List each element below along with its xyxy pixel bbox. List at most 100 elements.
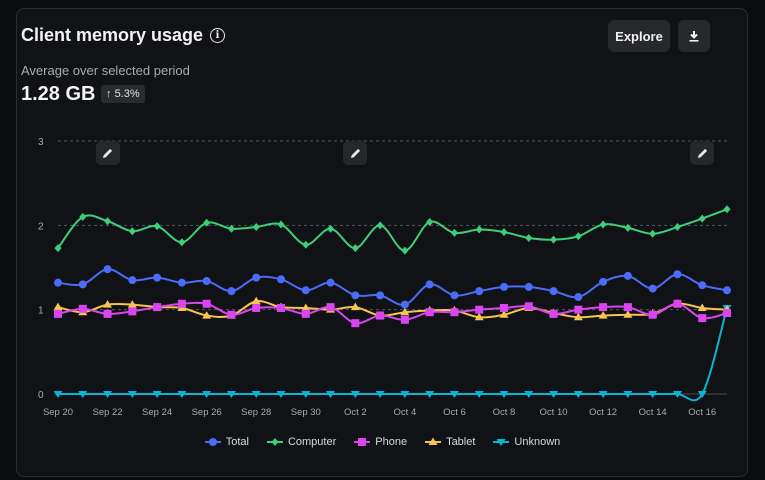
data-point-unknown[interactable]	[549, 391, 559, 398]
data-point-tablet[interactable]	[251, 296, 261, 305]
data-point-computer[interactable]	[450, 228, 458, 237]
data-point-computer[interactable]	[277, 220, 285, 229]
data-point-unknown[interactable]	[202, 391, 212, 398]
data-point-phone[interactable]	[103, 309, 112, 318]
data-point-phone[interactable]	[177, 299, 186, 308]
data-point-computer[interactable]	[624, 223, 632, 232]
data-point-phone[interactable]	[450, 308, 459, 317]
data-point-unknown[interactable]	[499, 391, 509, 398]
data-point-total[interactable]	[450, 291, 459, 300]
data-point-phone[interactable]	[54, 309, 62, 318]
data-point-phone[interactable]	[425, 308, 434, 317]
data-point-phone[interactable]	[673, 299, 682, 308]
data-point-tablet[interactable]	[499, 310, 509, 318]
annotation-pencil-icon[interactable]	[95, 141, 120, 165]
data-point-total[interactable]	[723, 286, 731, 295]
data-point-computer[interactable]	[475, 225, 483, 234]
data-point-tablet[interactable]	[623, 310, 633, 318]
data-point-total[interactable]	[599, 277, 608, 286]
data-point-computer[interactable]	[723, 205, 731, 214]
data-point-computer[interactable]	[599, 220, 607, 229]
data-point-tablet[interactable]	[53, 302, 63, 311]
data-point-unknown[interactable]	[326, 391, 336, 398]
data-point-total[interactable]	[351, 291, 360, 300]
data-point-total[interactable]	[277, 275, 285, 284]
data-point-unknown[interactable]	[449, 391, 459, 398]
data-point-total[interactable]	[301, 286, 310, 295]
data-point-phone[interactable]	[623, 303, 632, 312]
data-point-unknown[interactable]	[251, 391, 261, 398]
data-point-computer[interactable]	[649, 229, 657, 238]
data-point-total[interactable]	[698, 281, 707, 290]
legend-item-tablet[interactable]: Tablet	[425, 436, 475, 448]
data-point-total[interactable]	[425, 280, 434, 289]
legend-marker[interactable]	[358, 438, 367, 446]
data-point-phone[interactable]	[202, 299, 211, 308]
data-point-unknown[interactable]	[672, 391, 682, 398]
data-point-phone[interactable]	[153, 303, 162, 312]
data-point-computer[interactable]	[327, 224, 335, 233]
data-point-unknown[interactable]	[78, 391, 88, 398]
data-point-unknown[interactable]	[573, 391, 583, 398]
data-point-computer[interactable]	[54, 244, 62, 253]
data-point-computer[interactable]	[203, 218, 211, 227]
data-point-phone[interactable]	[351, 319, 360, 328]
legend-marker[interactable]	[496, 439, 506, 446]
data-point-total[interactable]	[400, 300, 409, 309]
data-point-total[interactable]	[202, 276, 211, 285]
data-point-phone[interactable]	[326, 303, 335, 312]
data-point-total[interactable]	[549, 287, 558, 296]
data-point-total[interactable]	[54, 278, 62, 287]
data-point-unknown[interactable]	[697, 391, 707, 398]
data-point-unknown[interactable]	[648, 391, 658, 398]
data-point-phone[interactable]	[227, 310, 236, 319]
data-point-computer[interactable]	[574, 232, 582, 241]
data-point-unknown[interactable]	[474, 391, 484, 398]
data-point-total[interactable]	[252, 273, 261, 282]
data-point-tablet[interactable]	[400, 307, 410, 316]
data-point-tablet[interactable]	[103, 300, 113, 308]
data-point-computer[interactable]	[401, 246, 409, 255]
data-point-computer[interactable]	[351, 244, 359, 253]
data-point-unknown[interactable]	[276, 391, 286, 398]
data-point-computer[interactable]	[550, 235, 558, 244]
legend-item-phone[interactable]: Phone	[354, 436, 407, 448]
data-point-tablet[interactable]	[474, 312, 484, 321]
data-point-computer[interactable]	[227, 224, 235, 233]
data-point-phone[interactable]	[698, 314, 707, 323]
data-point-total[interactable]	[376, 291, 385, 300]
data-point-total[interactable]	[153, 273, 162, 282]
data-point-total[interactable]	[500, 282, 508, 291]
data-point-tablet[interactable]	[598, 311, 608, 319]
data-point-unknown[interactable]	[350, 391, 360, 398]
data-point-phone[interactable]	[376, 311, 385, 320]
data-point-computer[interactable]	[104, 217, 112, 226]
data-point-computer[interactable]	[302, 240, 310, 249]
legend-marker[interactable]	[271, 438, 279, 446]
data-point-phone[interactable]	[475, 305, 484, 314]
data-point-unknown[interactable]	[127, 391, 137, 398]
data-point-total[interactable]	[648, 284, 657, 293]
data-point-computer[interactable]	[128, 227, 136, 236]
data-point-computer[interactable]	[376, 221, 384, 230]
data-point-computer[interactable]	[426, 217, 434, 226]
data-point-phone[interactable]	[252, 303, 261, 312]
data-point-total[interactable]	[326, 278, 335, 287]
data-point-phone[interactable]	[549, 309, 558, 318]
data-point-tablet[interactable]	[301, 303, 311, 311]
data-point-computer[interactable]	[178, 238, 186, 247]
data-point-tablet[interactable]	[350, 302, 360, 311]
data-point-phone[interactable]	[301, 309, 310, 318]
data-point-total[interactable]	[524, 282, 533, 291]
data-point-phone[interactable]	[277, 303, 285, 312]
data-point-unknown[interactable]	[400, 391, 410, 398]
data-point-computer[interactable]	[673, 223, 681, 232]
data-point-computer[interactable]	[525, 233, 533, 242]
annotation-pencil-icon[interactable]	[690, 141, 715, 165]
data-point-total[interactable]	[574, 293, 583, 302]
annotation-pencil-icon[interactable]	[343, 141, 368, 165]
data-point-computer[interactable]	[698, 214, 706, 223]
data-point-total[interactable]	[78, 280, 87, 289]
data-point-phone[interactable]	[599, 303, 608, 312]
data-point-phone[interactable]	[500, 303, 508, 312]
